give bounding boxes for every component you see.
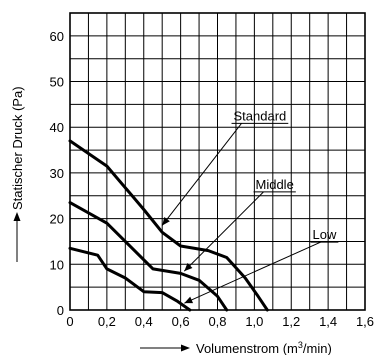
series-label-standard: Standard bbox=[234, 108, 287, 123]
x-tick-label: 1,0 bbox=[245, 314, 263, 329]
x-axis-arrow-head bbox=[181, 344, 190, 352]
y-tick-label: 60 bbox=[50, 29, 64, 44]
series-line-middle bbox=[68, 201, 229, 312]
ticks-layer: 0 0,2 0,4 0,6 0,8 1,0 1,2 1,4 1,6 0 10 20 30 40 50 60 bbox=[50, 29, 375, 329]
y-axis-title-group: Statischer Druck (Pa) bbox=[10, 86, 25, 262]
x-tick-label: 1,6 bbox=[356, 314, 374, 329]
series-label-middle: Middle bbox=[256, 177, 294, 192]
annotations-layer: Standard Middle Low bbox=[161, 108, 339, 304]
x-tick-label: 0,4 bbox=[135, 314, 153, 329]
x-axis-title-suffix: /min) bbox=[303, 341, 332, 355]
x-tick-label: 0 bbox=[66, 314, 73, 329]
series-leader-arrowhead-low bbox=[184, 296, 194, 304]
y-tick-label: 20 bbox=[50, 212, 64, 227]
plot-frame bbox=[69, 12, 366, 311]
series-line-low bbox=[68, 246, 192, 312]
x-axis-title: Volumenstrom (m3/min) bbox=[196, 340, 332, 355]
series-leader-arrowhead-middle bbox=[184, 263, 193, 272]
x-tick-label: 1,4 bbox=[319, 314, 337, 329]
y-tick-label: 0 bbox=[57, 303, 64, 318]
series-leader-low bbox=[184, 241, 321, 304]
y-tick-label: 50 bbox=[50, 75, 64, 90]
series-layer bbox=[68, 139, 269, 312]
x-axis-title-group: Volumenstrom (m3/min) bbox=[140, 340, 332, 355]
y-tick-label: 10 bbox=[50, 257, 64, 272]
y-tick-label: 30 bbox=[50, 166, 64, 181]
x-tick-label: 1,2 bbox=[282, 314, 300, 329]
series-label-low: Low bbox=[313, 227, 337, 242]
x-tick-label: 0,6 bbox=[172, 314, 190, 329]
x-tick-label: 0,8 bbox=[208, 314, 226, 329]
grid bbox=[70, 13, 365, 310]
x-axis-title-sup: 3 bbox=[298, 340, 303, 350]
x-axis-title-main: Volumenstrom (m bbox=[196, 341, 298, 355]
y-axis-arrow-head bbox=[13, 212, 21, 221]
series-leader-standard bbox=[161, 123, 242, 226]
series-leader-middle bbox=[183, 191, 264, 272]
series-leader-arrowhead-standard bbox=[162, 217, 170, 226]
y-tick-label: 40 bbox=[50, 120, 64, 135]
y-axis-title: Statischer Druck (Pa) bbox=[10, 86, 25, 210]
x-tick-label: 0,2 bbox=[98, 314, 116, 329]
series-line-standard bbox=[68, 139, 269, 312]
